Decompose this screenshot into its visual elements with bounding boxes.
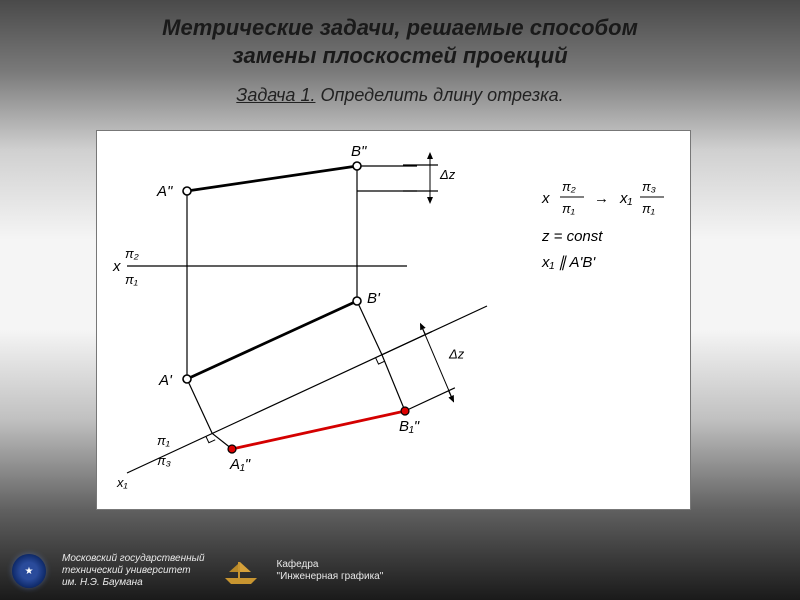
task-text: Определить длину отрезка. xyxy=(315,85,563,105)
svg-text:x: x xyxy=(112,258,121,275)
svg-text:B': B' xyxy=(367,290,381,307)
footer: ★ Московский государственный технический… xyxy=(0,542,800,600)
svg-text:π₂: π₂ xyxy=(125,246,139,261)
svg-text:Δz: Δz xyxy=(439,167,456,182)
svg-text:x₁: x₁ xyxy=(116,475,128,490)
title-line1: Метрические задачи, решаемые способом xyxy=(0,14,800,42)
svg-text:Δz: Δz xyxy=(448,347,465,362)
university-crest-icon: ★ xyxy=(12,554,46,588)
title-line2: замены плоскостей проекций xyxy=(0,42,800,70)
subtitle: Задача 1. Определить длину отрезка. xyxy=(0,85,800,106)
svg-text:π₃: π₃ xyxy=(157,453,171,468)
svg-text:π₂: π₂ xyxy=(562,179,576,194)
department-name: Кафедра "Инженерная графика" xyxy=(277,559,384,583)
task-number: Задача 1. xyxy=(236,85,315,105)
svg-text:π₃: π₃ xyxy=(642,179,656,194)
svg-text:π₁: π₁ xyxy=(125,272,138,287)
svg-text:π₁: π₁ xyxy=(157,433,170,448)
svg-text:A': A' xyxy=(158,372,173,389)
svg-text:π₁: π₁ xyxy=(642,201,655,216)
svg-text:B": B" xyxy=(351,143,367,160)
ship-icon xyxy=(221,556,261,586)
svg-text:π₁: π₁ xyxy=(562,201,575,216)
svg-text:x: x xyxy=(541,190,550,207)
diagram-svg: x π₂ π₁ x₁ π₁ π₃ Δz Δz A" B" A' B' A₁" B₁" x π₂ π₁ → x₁ π₃ π… xyxy=(97,131,692,511)
diagram-container: x π₂ π₁ x₁ π₁ π₃ Δz Δz A" B" A' B' A₁" B₁" x π₂ π₁ → x₁ π₃ π… xyxy=(96,130,691,510)
svg-text:A₁": A₁" xyxy=(229,456,251,473)
svg-text:→: → xyxy=(594,190,609,207)
svg-text:B₁": B₁" xyxy=(399,418,420,435)
svg-text:x₁ ∥ A'B': x₁ ∥ A'B' xyxy=(541,254,596,271)
university-name: Московский государственный технический у… xyxy=(62,553,205,589)
svg-text:A": A" xyxy=(156,183,173,200)
svg-text:z = const: z = const xyxy=(541,228,603,245)
svg-text:x₁: x₁ xyxy=(619,190,633,207)
